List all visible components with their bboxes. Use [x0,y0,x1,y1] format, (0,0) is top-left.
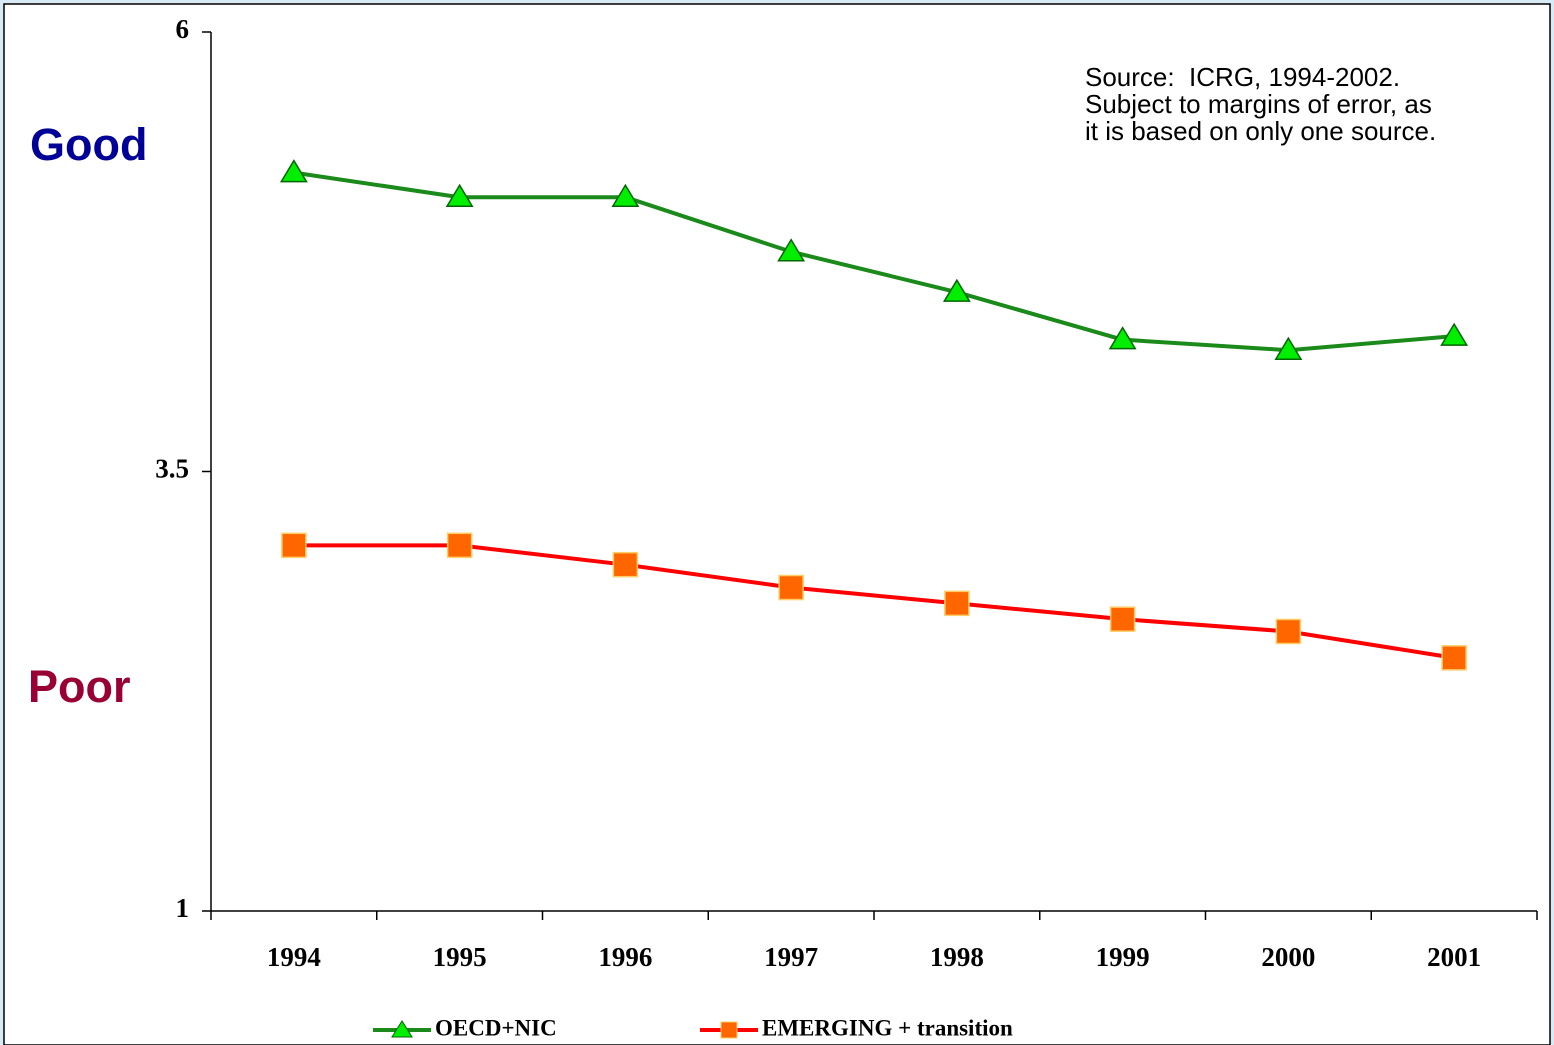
source-note: Subject to margins of error, as [1085,89,1432,119]
marker [944,590,970,617]
x-tick-label: 1998 [930,942,984,972]
legend-label: OECD+NIC [435,1015,557,1040]
source-note: it is based on only one source. [1085,116,1436,146]
marker [281,532,307,559]
marker [778,574,804,601]
x-tick-label: 1995 [433,942,487,972]
series-line [293,543,1455,660]
legend-marker [720,1021,738,1039]
marker [777,238,806,262]
marker [279,159,308,183]
x-tick-label: 2000 [1261,942,1315,972]
marker [1109,606,1136,632]
y-tick-label: 3.5 [155,454,189,484]
legend-label: EMERGING + transition [762,1015,1013,1040]
x-tick-label: 1996 [598,942,652,972]
marker [1441,645,1467,671]
marker [1275,618,1302,645]
marker [1108,326,1137,350]
marker [446,532,473,559]
source-note: Source: ICRG, 1994-2002. [1085,62,1400,92]
poor-label: Poor [28,661,131,712]
y-tick-label: 1 [176,893,190,923]
plot-background [3,3,1551,1045]
y-tick-label: 6 [176,14,190,44]
marker [611,183,640,208]
marker [445,183,474,208]
good-label: Good [30,119,147,170]
marker [612,551,639,578]
x-tick-label: 2001 [1427,942,1481,972]
marker [1274,336,1303,360]
x-tick-label: 1997 [764,942,818,972]
x-tick-label: 1994 [267,942,321,972]
legend-marker [391,1020,413,1038]
marker [1440,322,1469,346]
marker [942,278,971,302]
x-tick-label: 1999 [1096,942,1150,972]
series-line [293,170,1455,353]
